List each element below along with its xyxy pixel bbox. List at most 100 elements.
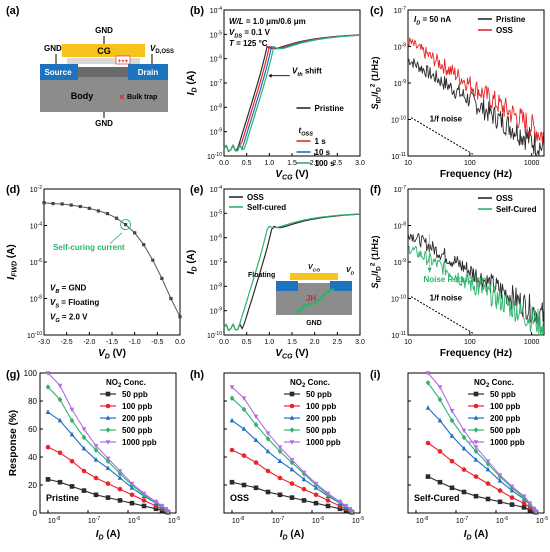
label-part: (1/Hz) (370, 236, 380, 263)
data-point (449, 458, 455, 464)
legend-label: 1000 ppb (490, 438, 525, 447)
legend-marker (473, 403, 479, 409)
legend-label: OSS (496, 194, 514, 203)
data-point (461, 434, 467, 441)
x-tick-label: 100 (464, 339, 476, 346)
data-point (241, 406, 247, 413)
tick-exp: -7 (218, 258, 223, 264)
data-point (325, 498, 331, 503)
tick-exp: -6 (218, 55, 223, 61)
data-point (265, 489, 271, 495)
label-rest: (V) (110, 348, 126, 359)
tick-exp: -9 (218, 307, 223, 313)
data-point (521, 505, 527, 510)
x-tick-label: 0.5 (242, 339, 252, 346)
x-tick-label: 3.0 (355, 160, 365, 167)
data-point (485, 459, 491, 465)
tick-base: 10 (272, 518, 280, 525)
legend-label: 10 s (315, 148, 331, 157)
annotation-wl: W/L = 1.0 μm/0.6 μm (229, 17, 306, 26)
data-point (497, 473, 503, 479)
annotation-noise-reduction: Noise Reduction (423, 275, 486, 284)
tick-exp: -5 (218, 30, 223, 36)
data-point (277, 448, 283, 455)
label-part: I (370, 270, 380, 273)
data-point (163, 506, 169, 512)
x-axis-label: VCG (V) (275, 169, 308, 182)
label-rest: (A) (472, 529, 489, 540)
label-sub: D (416, 21, 420, 27)
data-point (45, 371, 51, 376)
data-point (117, 469, 123, 474)
data-point (437, 385, 443, 390)
label-base: V (98, 348, 106, 359)
panel-condition-label: Pristine (46, 493, 79, 503)
tick-base: 10 (394, 8, 402, 15)
tick-exp: -5 (176, 516, 181, 522)
data-point (169, 296, 173, 301)
label-part: ID (376, 276, 383, 283)
x-tick-label: 0.0 (219, 160, 229, 167)
cg-label: CG (97, 46, 111, 56)
legend-label: OSS (247, 193, 265, 202)
label-rest: shift (303, 66, 322, 75)
y-tick-label: 10-4 (210, 185, 222, 194)
tick-base: 10 (232, 518, 240, 525)
data-point (129, 481, 135, 487)
data-point (449, 408, 455, 414)
y-tick-label: 0 (33, 509, 38, 518)
data-point (93, 475, 99, 481)
tick-exp: -7 (280, 516, 285, 522)
x-tick-label: 0.5 (242, 160, 252, 167)
x-tick-label: 10-5 (536, 516, 548, 525)
tick-exp: -7 (464, 516, 469, 522)
label-part: S (370, 103, 380, 109)
label-sub: D (192, 266, 199, 271)
tick-base: 10 (207, 333, 215, 340)
tick-exp: -4 (38, 222, 43, 228)
data-point (51, 202, 55, 206)
tick-exp: -6 (38, 258, 43, 264)
drain-region (128, 64, 168, 80)
data-point (241, 426, 247, 431)
data-point (265, 436, 271, 442)
tick-base: 10 (210, 8, 218, 15)
tick-base: 10 (88, 518, 96, 525)
data-point (449, 433, 455, 438)
x-axis-label: ID (A) (280, 529, 305, 542)
data-point (45, 409, 51, 414)
data-point (141, 503, 147, 509)
label-sub: CG (282, 354, 293, 361)
data-point (531, 506, 537, 512)
x-tick-label: 1.0 (264, 160, 274, 167)
x-tick-label: 10-6 (128, 516, 140, 525)
y-tick-label: 10-10 (391, 295, 406, 304)
tick-exp: -11 (399, 331, 406, 337)
panel-label-f: (f) (370, 184, 381, 196)
self-curing-circle (120, 219, 132, 231)
y-tick-label: 10-2 (30, 185, 42, 194)
y-tick-label: 10-6 (210, 55, 222, 64)
legend-label: Self-cured (247, 203, 286, 212)
data-point (301, 486, 307, 492)
tick-exp: -5 (360, 516, 365, 522)
data-point (57, 417, 63, 423)
data-point (117, 498, 123, 503)
data-point (153, 506, 159, 512)
y-tick-label: 80 (28, 397, 37, 406)
y-tick-label: 10-4 (210, 6, 222, 15)
data-point (527, 501, 533, 507)
data-point (301, 498, 307, 503)
label-sub: G (55, 318, 60, 324)
y-tick-label: 10-9 (210, 307, 222, 316)
inset-drain (330, 281, 352, 291)
legend-label: OSS (496, 26, 514, 35)
data-point (229, 479, 235, 485)
label-base: I (186, 271, 197, 274)
y-axis-label: SID/ID2 (1/Hz) (370, 57, 383, 110)
y-axis-label: ID (A) (186, 250, 199, 275)
label-sub: D (351, 271, 355, 277)
annotation-self-curing: Self-curing current (53, 243, 125, 252)
one-over-f-line (410, 296, 474, 334)
annotation-id: ID = 50 nA (414, 15, 451, 27)
